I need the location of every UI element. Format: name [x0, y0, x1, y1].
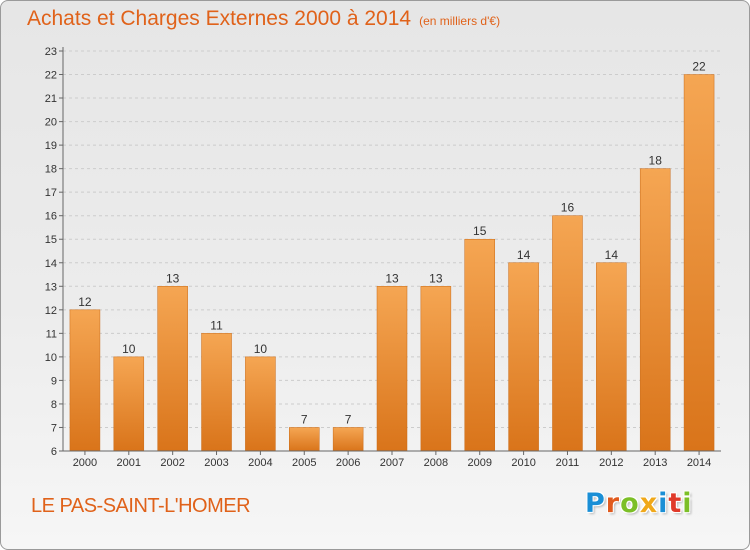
y-tick-label: 11	[46, 328, 57, 340]
data-label: 7	[301, 412, 308, 426]
data-label: 10	[254, 342, 268, 356]
data-label: 22	[692, 60, 706, 74]
y-tick-label: 10	[45, 352, 57, 364]
x-tick-label: 2001	[117, 457, 141, 469]
place-name: LE PAS-SAINT-L'HOMER	[31, 495, 251, 517]
chart-title: Achats et Charges Externes 2000 à 2014 (e…	[27, 7, 500, 31]
logo-letter: P	[585, 488, 606, 519]
data-label: 11	[210, 318, 223, 332]
data-label: 16	[561, 201, 575, 215]
y-tick-label: 16	[45, 211, 57, 223]
labels: 6 7 8 9 10 11 12 13 14 15 16 17 18 19 20 21 22 23 12 2000 10…	[45, 46, 712, 469]
bar	[464, 238, 495, 452]
x-tick-label: 2013	[643, 457, 667, 469]
bar	[289, 427, 320, 452]
y-tick-label: 14	[45, 258, 57, 270]
bar	[420, 286, 452, 452]
y-tick-label: 7	[51, 422, 57, 434]
axes	[59, 47, 721, 455]
bar	[332, 427, 364, 452]
data-label: 18	[649, 154, 663, 168]
data-label: 13	[429, 271, 443, 285]
y-tick-label: 15	[45, 234, 57, 246]
y-tick-label: 6	[51, 446, 57, 458]
logo-letter: t	[668, 488, 683, 519]
x-tick-label: 2012	[599, 457, 623, 469]
x-tick-label: 2011	[556, 457, 580, 469]
bar	[596, 262, 627, 452]
bar	[113, 356, 145, 452]
data-label: 13	[385, 271, 399, 285]
chart-subtitle: (en milliers d'€)	[419, 14, 501, 28]
x-tick-label: 2009	[467, 457, 491, 469]
bar	[157, 286, 188, 452]
data-label: 12	[78, 295, 92, 309]
y-tick-label: 8	[51, 399, 57, 411]
logo-letter: x	[639, 488, 659, 519]
logo-letter: i	[682, 488, 693, 519]
y-tick-label: 18	[45, 164, 57, 176]
x-tick-label: 2004	[248, 457, 272, 469]
x-tick-label: 2003	[204, 457, 228, 469]
data-label: 7	[345, 412, 352, 426]
proxiti-logo: Proxiti	[585, 488, 693, 519]
x-tick-label: 2010	[511, 457, 535, 469]
bar	[245, 356, 276, 452]
logo-letter: i	[658, 488, 669, 519]
data-label: 14	[605, 248, 619, 262]
bar	[69, 309, 101, 452]
bar	[639, 168, 671, 452]
x-tick-label: 2014	[687, 457, 711, 469]
chart-title-text: Achats et Charges Externes 2000 à 2014	[27, 7, 412, 30]
x-tick-label: 2005	[292, 457, 316, 469]
y-tick-label: 19	[45, 140, 57, 152]
bar	[683, 74, 715, 452]
bar	[201, 333, 232, 452]
y-tick-label: 20	[45, 117, 57, 129]
y-tick-label: 21	[45, 93, 57, 105]
y-tick-label: 23	[45, 46, 57, 58]
y-tick-label: 17	[45, 187, 57, 199]
logo-letter: o	[620, 488, 640, 519]
bar	[376, 286, 408, 452]
logo-letter: r	[605, 488, 621, 519]
bar	[508, 262, 539, 452]
x-tick-label: 2000	[73, 457, 97, 469]
data-label: 15	[473, 224, 487, 238]
x-tick-label: 2007	[380, 457, 404, 469]
data-label: 13	[166, 271, 180, 285]
x-tick-label: 2008	[424, 457, 448, 469]
bar	[552, 215, 583, 452]
y-tick-label: 22	[45, 70, 57, 82]
data-label: 10	[122, 342, 136, 356]
y-tick-label: 9	[51, 375, 57, 387]
y-tick-label: 13	[45, 281, 57, 293]
x-tick-label: 2002	[160, 457, 184, 469]
bars	[69, 74, 715, 452]
data-label: 14	[517, 248, 531, 262]
x-tick-label: 2006	[336, 457, 360, 469]
y-tick-label: 12	[45, 305, 57, 317]
